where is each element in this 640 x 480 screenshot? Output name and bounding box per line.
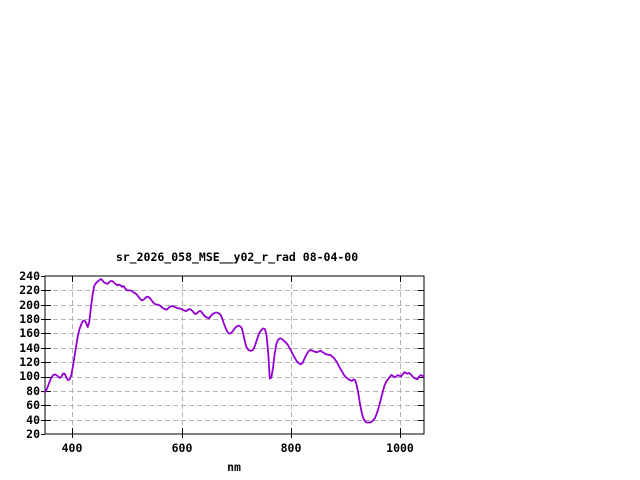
y-tick-label-40: 40	[26, 413, 40, 427]
y-tick-label-120: 120	[19, 355, 40, 369]
y-tick-label-200: 200	[19, 298, 40, 312]
x-tick-label-400: 400	[62, 441, 83, 455]
gridlines	[45, 276, 424, 434]
y-tick-label-60: 60	[26, 398, 40, 412]
axis-ticks	[41, 276, 424, 438]
y-tick-label-180: 180	[19, 312, 40, 326]
y-tick-label-140: 140	[19, 341, 40, 355]
y-tick-label-240: 240	[19, 269, 40, 283]
x-tick-label-800: 800	[281, 441, 302, 455]
x-tick-label-1000: 1000	[386, 441, 414, 455]
y-tick-label-160: 160	[19, 326, 40, 340]
y-tick-label-80: 80	[26, 384, 40, 398]
chart-title: sr_2026_058_MSE__y02_r_rad 08-04-00	[116, 250, 358, 265]
plot-border	[44, 275, 425, 435]
y-tick-label-220: 220	[19, 283, 40, 297]
y-tick-label-20: 20	[26, 427, 40, 441]
spectrum-line	[44, 277, 425, 424]
x-tick-label-600: 600	[172, 441, 193, 455]
y-tick-label-100: 100	[19, 369, 40, 383]
x-axis-unit-label: nm	[227, 460, 241, 474]
